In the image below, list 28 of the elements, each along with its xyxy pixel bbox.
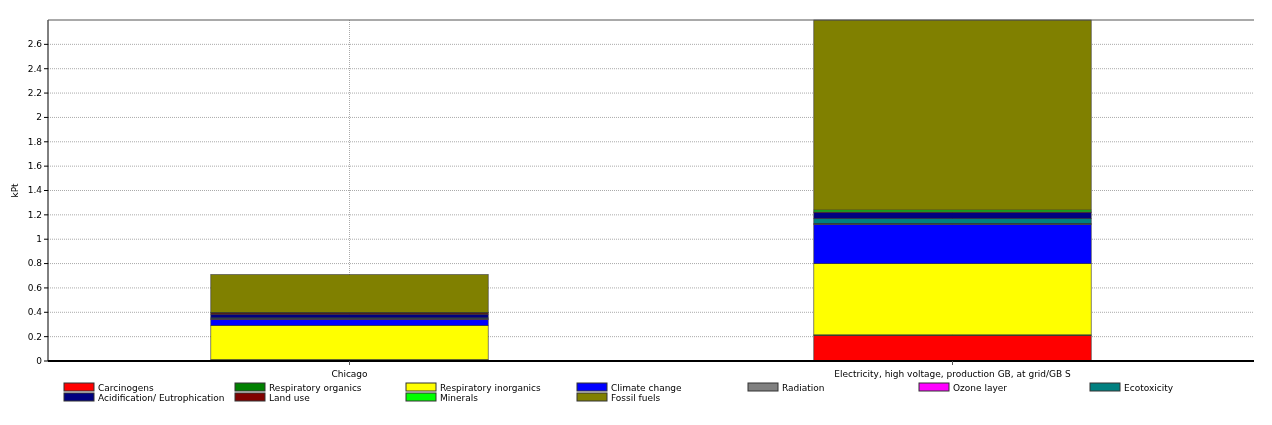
- legend-label: Land use: [269, 392, 311, 403]
- y-tick-label: 0.2: [27, 331, 42, 342]
- y-tick-label: 0.8: [27, 258, 43, 269]
- y-tick-label: 1.2: [27, 209, 42, 220]
- legend-label: Respiratory inorganics: [440, 382, 542, 393]
- legend-label: Carcinogens: [98, 382, 154, 393]
- y-tick-label: 2.2: [27, 87, 42, 98]
- legend-label: Radiation: [782, 382, 825, 393]
- y-tick-label: 0.6: [27, 282, 43, 293]
- legend-label: Fossil fuels: [611, 392, 661, 403]
- y-tick-label: 1: [36, 234, 42, 245]
- y-tick-label: 1.4: [27, 185, 43, 196]
- legend-label: Respiratory organics: [269, 382, 362, 393]
- x-tick-label: Electricity, high voltage, production GB, at grid/GB S: [834, 369, 1072, 379]
- y-tick-label: 0: [36, 355, 43, 366]
- y-tick-label: 1.6: [27, 161, 43, 172]
- y-tick-label: 2.6: [27, 39, 43, 50]
- y-tick-label: 1.8: [27, 136, 43, 147]
- legend-label: Ozone layer: [953, 382, 1008, 393]
- y-axis-title: kPt: [10, 182, 20, 198]
- legend-label: Ecotoxicity: [1124, 382, 1174, 393]
- x-tick-label: Chicago: [331, 369, 369, 379]
- y-tick-label: 0.4: [27, 307, 43, 318]
- y-tick-label: 2: [36, 112, 42, 123]
- y-tick-label: 2.4: [27, 63, 43, 74]
- legend-label: Minerals: [440, 392, 479, 403]
- legend-label: Acidification/ Eutrophication: [98, 392, 225, 403]
- legend-label: Climate change: [611, 382, 683, 393]
